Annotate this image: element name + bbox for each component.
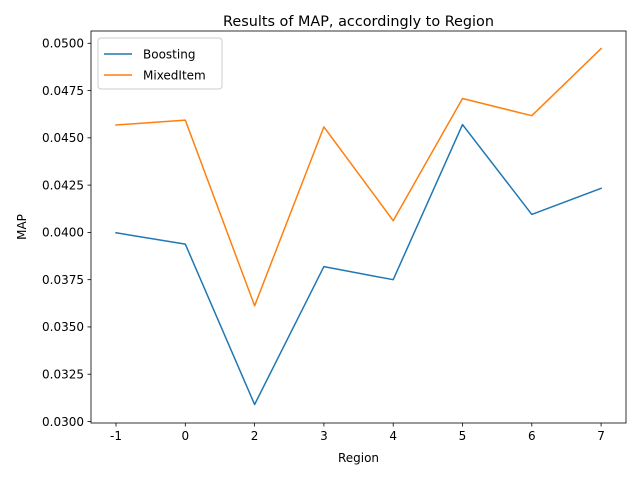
chart-title: Results of MAP, accordingly to Region — [223, 14, 494, 30]
x-axis-label: Region — [338, 451, 379, 465]
y-axis-label: MAP — [15, 214, 29, 240]
x-tick-label: 4 — [389, 429, 397, 443]
legend: Boosting MixedItem — [97, 37, 223, 90]
y-tick-label: 0.0425 — [42, 178, 84, 192]
series-line-mixeditem — [115, 47, 603, 307]
y-tick-label: 0.0475 — [42, 84, 84, 98]
y-tick-label: 0.0375 — [42, 273, 84, 287]
y-axis: 0.0300 0.0325 0.0350 0.0375 0.0400 0.0425 0.04… — [42, 37, 91, 429]
y-tick-label: 0.0325 — [42, 368, 84, 382]
legend-label-boosting: Boosting — [143, 47, 195, 61]
x-tick-label: 2 — [251, 429, 259, 443]
plot-area — [90, 30, 627, 424]
x-axis: -1 0 2 3 4 5 6 7 — [110, 423, 605, 443]
x-tick-label: 5 — [459, 429, 467, 443]
y-tick-label: 0.0400 — [42, 226, 84, 240]
x-tick-label: -1 — [110, 429, 122, 443]
legend-label-mixeditem: MixedItem — [143, 68, 206, 82]
axes-frame — [90, 30, 627, 424]
y-tick-label: 0.0500 — [42, 37, 84, 51]
legend-box — [97, 37, 223, 90]
series-layer — [115, 47, 603, 406]
x-tick-label: 6 — [528, 429, 536, 443]
x-tick-label: 3 — [320, 429, 328, 443]
series-line-boosting — [115, 123, 603, 406]
y-tick-label: 0.0350 — [42, 320, 84, 334]
y-tick-label: 0.0300 — [42, 415, 84, 429]
x-tick-label: 7 — [597, 429, 605, 443]
y-tick-label: 0.0450 — [42, 131, 84, 145]
x-tick-label: 0 — [181, 429, 189, 443]
